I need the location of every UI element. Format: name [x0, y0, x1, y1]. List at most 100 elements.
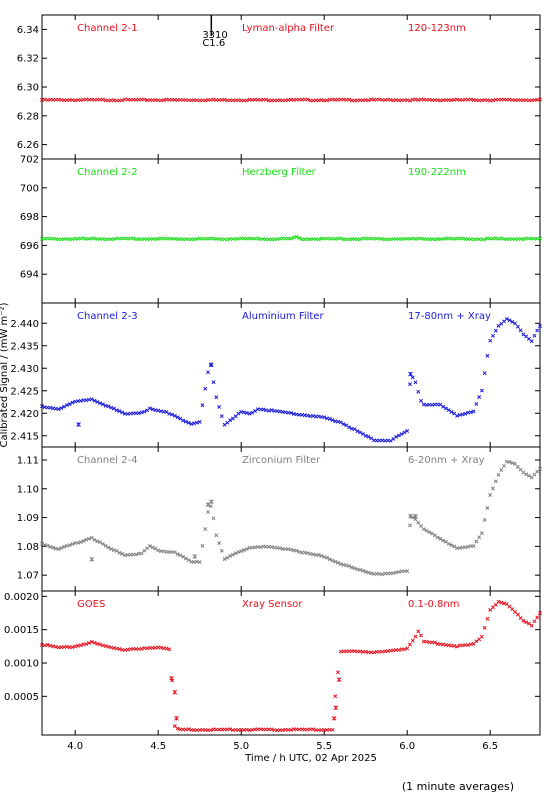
data-point-goes-14: [78, 643, 83, 648]
flare-marker-class: C1.6: [202, 38, 225, 49]
data-point-channel-2-3-116: [360, 431, 365, 436]
data-point-channel-2-1-12: [73, 98, 78, 103]
panel-band-channel-2-4: 6-20nm + Xray: [408, 455, 485, 466]
data-point-channel-2-4-79: [258, 545, 263, 550]
averaging-note: (1 minute averages): [401, 780, 514, 793]
data-point-goes-27: [114, 646, 119, 651]
data-point-channel-2-3-46: [167, 411, 172, 416]
data-point-channel-2-3-68: [228, 418, 233, 423]
data-point-goes-87: [280, 728, 285, 733]
data-point-goes-115: [358, 649, 363, 654]
data-point-channel-2-4-151: [457, 546, 462, 550]
data-point-channel-2-3-151: [457, 412, 462, 417]
data-point-channel-2-3-85: [275, 409, 280, 414]
data-point-channel-2-4-110: [344, 563, 349, 568]
data-point-goes-2: [45, 642, 50, 647]
data-point-channel-2-3-172: [515, 324, 520, 329]
y-tick-label-channel-2-3-3: 2.430: [10, 364, 39, 375]
data-point-channel-2-3-35: [136, 411, 141, 416]
data-point-channel-2-4-20: [95, 539, 100, 544]
data-point-goes-16: [84, 642, 89, 646]
data-point-channel-2-2-80: [261, 237, 266, 241]
data-point-goes-157: [474, 639, 479, 644]
data-point-channel-2-3-19: [92, 398, 97, 403]
data-point-goes-9: [64, 644, 69, 649]
data-point-goes-1: [42, 643, 47, 648]
data-point-channel-2-4-49: [175, 552, 180, 557]
data-point-goes-132: [405, 646, 410, 651]
data-point-channel-2-3-111: [347, 425, 352, 430]
data-point-channel-2-4-167: [502, 463, 506, 468]
data-point-channel-2-1-155: [468, 97, 473, 102]
outlier-point-channel-2-4-4: [408, 513, 413, 519]
data-point-channel-2-4-73: [242, 548, 246, 553]
data-point-channel-2-4-1: [42, 542, 47, 547]
data-point-channel-2-3-59: [203, 386, 208, 391]
data-point-channel-2-1-1: [42, 97, 47, 102]
data-point-channel-2-4-138: [421, 527, 426, 532]
data-point-channel-2-4-98: [311, 552, 316, 557]
y-tick-label-goes-3: 0.0020: [4, 592, 39, 603]
data-point-channel-2-2-100: [316, 237, 321, 242]
data-point-channel-2-4-170: [510, 461, 515, 465]
data-point-channel-2-4-4: [51, 545, 56, 550]
data-point-goes-19: [92, 640, 97, 645]
data-point-goes-18: [89, 639, 94, 644]
y-tick-label-channel-2-4-1: 1.08: [17, 542, 39, 553]
data-point-channel-2-4-140: [427, 530, 432, 535]
y-tick-label-goes-0: 0.0005: [4, 692, 39, 703]
y-tick-label-channel-2-4-2: 1.09: [17, 513, 39, 524]
data-point-channel-2-3-135: [413, 380, 418, 385]
data-point-channel-2-3-114: [355, 429, 360, 434]
data-point-goes-52: [183, 727, 188, 732]
data-point-channel-2-3-162: [488, 338, 493, 343]
panel-frame-goes: [41, 590, 541, 736]
data-point-goes-43: [159, 645, 163, 650]
x-tick-label-2: 5.0: [233, 741, 249, 752]
data-point-channel-2-4-11: [70, 542, 75, 547]
data-point-channel-2-3-38: [145, 408, 150, 413]
y-tick-label-goes-2: 0.0015: [4, 625, 39, 636]
data-point-channel-2-3-82: [266, 408, 271, 413]
data-point-channel-2-3-9: [64, 403, 69, 408]
data-point-channel-2-4-93: [297, 549, 302, 554]
data-point-channel-2-2-78: [255, 236, 260, 241]
data-point-channel-2-3-5: [53, 406, 58, 411]
data-point-channel-2-1-66: [222, 97, 227, 102]
data-point-channel-2-4-172: [515, 464, 520, 469]
data-point-channel-2-3-103: [325, 416, 329, 421]
data-point-channel-2-4-144: [438, 536, 443, 541]
data-point-channel-2-4-67: [225, 555, 230, 560]
data-point-channel-2-3-96: [305, 413, 310, 418]
data-point-channel-2-4-44: [161, 549, 166, 554]
data-point-channel-2-4-175: [524, 472, 529, 477]
data-point-goes-20: [95, 641, 100, 646]
data-point-channel-2-3-91: [291, 411, 296, 416]
data-point-channel-2-3-56: [194, 420, 199, 425]
data-point-channel-2-3-49: [175, 415, 180, 420]
data-point-goes-105: [330, 727, 335, 732]
data-point-goes-45: [164, 646, 169, 651]
data-point-channel-2-2-174: [521, 237, 526, 242]
data-point-channel-2-1-101: [319, 98, 324, 102]
outlier-point-channel-2-3-0: [76, 422, 81, 427]
data-point-channel-2-4-83: [269, 545, 274, 549]
data-point-channel-2-3-150: [455, 413, 459, 418]
panel-frame-channel-2-3: [41, 302, 541, 448]
data-point-channel-2-4-145: [441, 538, 446, 543]
data-point-channel-2-4-127: [391, 571, 396, 576]
data-point-channel-2-2-11: [70, 237, 75, 242]
data-point-channel-2-3-64: [217, 404, 222, 409]
data-point-channel-2-3-145: [441, 404, 446, 409]
data-point-channel-2-3-115: [358, 430, 363, 435]
data-point-channel-2-4-53: [186, 558, 191, 563]
outlier-point-channel-2-3-1: [208, 362, 214, 368]
data-point-channel-2-3-73: [242, 410, 246, 415]
outlier-point-goes-5: [336, 677, 342, 683]
data-point-channel-2-4-14: [78, 540, 83, 545]
panel-filter-goes: Xray Sensor: [242, 599, 303, 610]
data-point-goes-83: [269, 727, 274, 732]
data-point-channel-2-4-103: [325, 555, 329, 560]
data-point-channel-2-4-34: [134, 552, 139, 557]
data-point-channel-2-3-26: [111, 406, 116, 411]
